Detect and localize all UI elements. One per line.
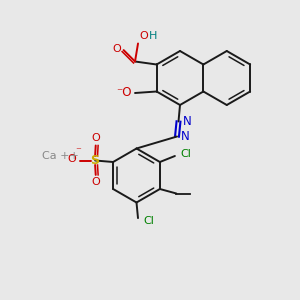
Text: O: O — [139, 31, 148, 41]
Text: ⁻: ⁻ — [76, 146, 82, 157]
Text: N: N — [182, 115, 191, 128]
Text: ⁻O: ⁻O — [116, 86, 131, 100]
Text: N: N — [181, 130, 190, 143]
Text: O: O — [112, 44, 122, 54]
Text: H: H — [149, 31, 157, 41]
Text: O: O — [91, 133, 100, 143]
Text: Cl: Cl — [143, 215, 154, 226]
Text: S: S — [91, 154, 100, 167]
Text: O: O — [91, 177, 100, 187]
Text: Ca ++: Ca ++ — [42, 151, 78, 161]
Text: Cl: Cl — [181, 149, 192, 160]
Text: O: O — [67, 154, 76, 164]
